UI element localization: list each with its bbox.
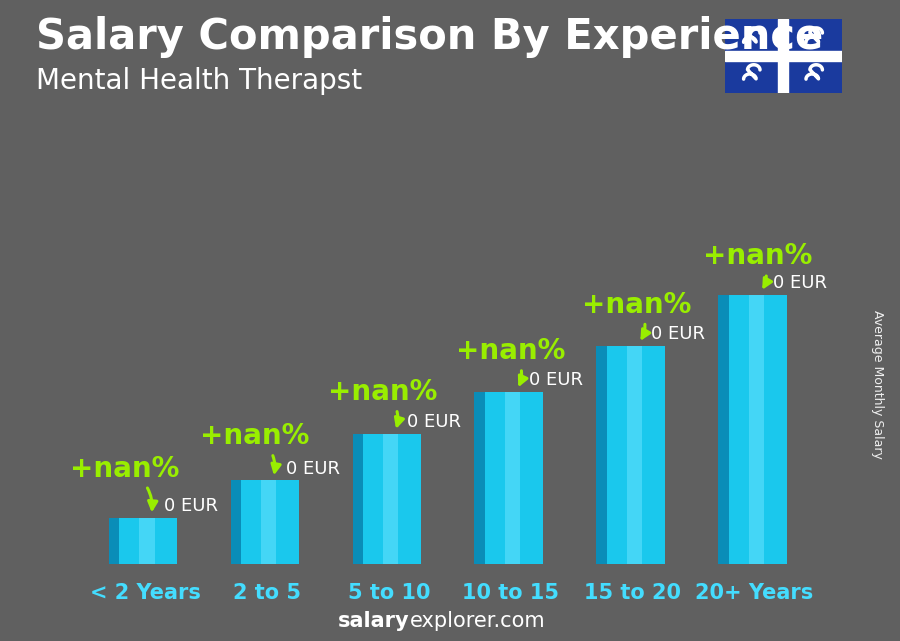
Bar	[787, 56, 842, 93]
Text: +nan%: +nan%	[456, 337, 565, 384]
Bar	[505, 392, 520, 564]
Bar	[724, 19, 779, 56]
Bar	[626, 345, 642, 564]
Bar	[724, 56, 779, 93]
Bar	[383, 434, 398, 564]
Text: < 2 Years: < 2 Years	[90, 583, 201, 603]
Text: 5 to 10: 5 to 10	[347, 583, 430, 603]
Bar	[724, 51, 842, 61]
Text: +nan%: +nan%	[200, 422, 310, 472]
Text: 20+ Years: 20+ Years	[696, 583, 814, 603]
Text: salary: salary	[338, 612, 410, 631]
Text: 15 to 20: 15 to 20	[584, 583, 681, 603]
Text: 0 EUR: 0 EUR	[285, 460, 339, 478]
Text: 0 EUR: 0 EUR	[651, 325, 705, 343]
Text: +nan%: +nan%	[70, 455, 179, 509]
Bar	[230, 481, 298, 564]
Text: 10 to 15: 10 to 15	[463, 583, 560, 603]
Bar	[474, 392, 542, 564]
Bar	[718, 295, 785, 564]
Bar	[485, 392, 543, 564]
Bar	[749, 295, 764, 564]
Text: +nan%: +nan%	[328, 378, 437, 426]
Bar	[607, 345, 665, 564]
Text: 0 EUR: 0 EUR	[529, 371, 583, 389]
Text: 0 EUR: 0 EUR	[164, 497, 218, 515]
Bar	[364, 434, 421, 564]
Bar	[729, 295, 787, 564]
Text: +nan%: +nan%	[581, 291, 691, 338]
Text: Average Monthly Salary: Average Monthly Salary	[871, 310, 884, 459]
Bar	[120, 518, 177, 564]
Bar	[241, 481, 299, 564]
Bar	[261, 481, 276, 564]
Bar	[778, 19, 788, 93]
Text: 0 EUR: 0 EUR	[773, 274, 827, 292]
Bar	[596, 345, 663, 564]
Text: +nan%: +nan%	[704, 242, 813, 287]
Bar	[787, 19, 842, 56]
Bar	[140, 518, 155, 564]
Bar	[109, 518, 176, 564]
Text: Mental Health Therapst: Mental Health Therapst	[36, 67, 362, 96]
Bar	[353, 434, 419, 564]
Text: explorer.com: explorer.com	[410, 612, 545, 631]
Text: Salary Comparison By Experience: Salary Comparison By Experience	[36, 16, 824, 58]
Text: 0 EUR: 0 EUR	[408, 413, 462, 431]
Text: 2 to 5: 2 to 5	[233, 583, 302, 603]
